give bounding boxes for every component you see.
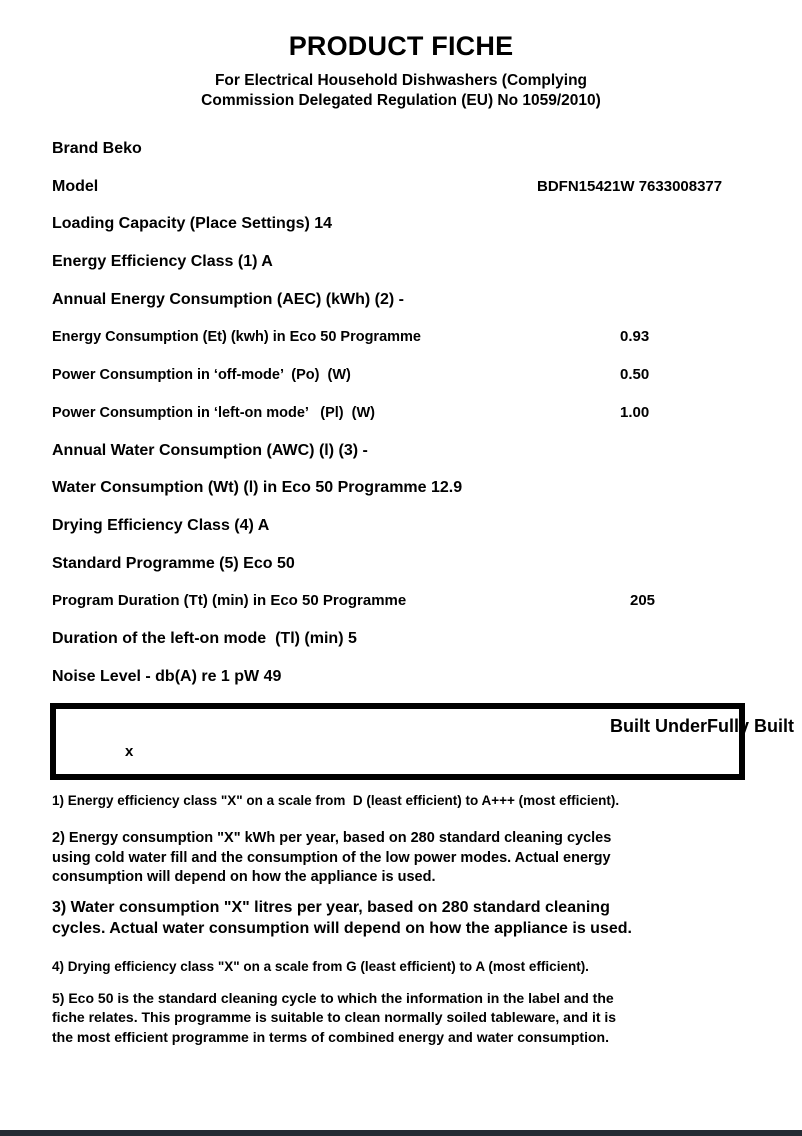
spec-label-standard-programme: Standard Programme (5) Eco 50 xyxy=(52,554,295,572)
spec-label-power-left-on-mode: Power Consumption in ‘left-on mode’ (Pl)… xyxy=(52,404,376,421)
spec-label-program-duration: Program Duration (Tt) (min) in Eco 50 Pr… xyxy=(52,592,407,610)
spec-row-annual-water-consumption: Annual Water Consumption (AWC) (l) (3) - xyxy=(52,442,802,480)
spec-list: Brand Beko Model BDFN15421W 7633008377 L… xyxy=(52,140,802,705)
footnotes-section: 1) Energy efficiency class "X" on a scal… xyxy=(52,791,758,1047)
spec-label-water-consumption-eco50: Water Consumption (Wt) (l) in Eco 50 Pro… xyxy=(52,479,463,497)
spec-row-program-duration: Program Duration (Tt) (min) in Eco 50 Pr… xyxy=(52,592,802,630)
footnote-5: 5) Eco 50 is the standard cleaning cycle… xyxy=(52,989,617,1045)
spec-label-brand: Brand Beko xyxy=(52,140,142,157)
spec-row-standard-programme: Standard Programme (5) Eco 50 xyxy=(52,555,802,593)
spec-label-annual-energy-consumption: Annual Energy Consumption (AEC) (kWh) (2… xyxy=(52,290,404,308)
page-title: PRODUCT FICHE xyxy=(288,31,514,61)
spec-label-annual-water-consumption: Annual Water Consumption (AWC) (l) (3) - xyxy=(52,441,368,459)
spec-value-model: BDFN15421W 7633008377 xyxy=(537,177,723,195)
spec-row-power-left-on-mode: Power Consumption in ‘left-on mode’ (Pl)… xyxy=(52,404,802,442)
spec-row-brand: Brand Beko xyxy=(52,140,802,178)
spec-row-energy-efficiency-class: Energy Efficiency Class (1) A xyxy=(52,253,802,291)
spec-value-program-duration: 205 xyxy=(630,592,656,610)
spec-value-power-left-on-mode: 1.00 xyxy=(620,403,650,421)
spec-row-loading-capacity: Loading Capacity (Place Settings) 14 xyxy=(52,215,802,253)
spec-value-power-off-mode: 0.50 xyxy=(620,366,650,384)
spec-row-noise-level: Noise Level - db(A) re 1 pW 49 xyxy=(52,668,802,706)
spec-row-annual-energy-consumption: Annual Energy Consumption (AEC) (kWh) (2… xyxy=(52,291,802,329)
installation-selection-mark: x xyxy=(125,743,134,760)
spec-label-energy-efficiency-class: Energy Efficiency Class (1) A xyxy=(52,253,273,271)
spec-row-model: Model BDFN15421W 7633008377 xyxy=(52,178,802,216)
spec-row-water-consumption-eco50: Water Consumption (Wt) (l) in Eco 50 Pro… xyxy=(52,479,802,517)
spec-row-energy-consumption-eco50: Energy Consumption (Et) (kwh) in Eco 50 … xyxy=(52,328,802,366)
spec-label-model: Model xyxy=(52,177,99,195)
spec-label-left-on-duration: Duration of the left-on mode (Tl) (min) … xyxy=(52,629,357,647)
spec-label-drying-efficiency-class: Drying Efficiency Class (4) A xyxy=(52,516,270,534)
spec-row-power-off-mode: Power Consumption in ‘off-mode’ (Po) (W)… xyxy=(52,366,802,404)
spec-label-energy-consumption-eco50: Energy Consumption (Et) (kwh) in Eco 50 … xyxy=(52,329,421,346)
footnote-2: 2) Energy consumption "X" kWh per year, … xyxy=(52,830,612,885)
footnote-3: 3) Water consumption "X" litres per year… xyxy=(52,898,632,938)
built-under-fully-built-label: Built UnderFully Built xyxy=(610,716,794,736)
spec-label-noise-level: Noise Level - db(A) re 1 pW 49 xyxy=(52,667,282,685)
installation-type-box xyxy=(50,703,745,780)
spec-label-power-off-mode: Power Consumption in ‘off-mode’ (Po) (W) xyxy=(52,367,351,384)
page-subtitle: For Electrical Household Dishwashers (Co… xyxy=(201,72,601,109)
footnote-1: 1) Energy efficiency class "X" on a scal… xyxy=(52,793,620,808)
footnote-4: 4) Drying efficiency class "X" on a scal… xyxy=(52,958,589,974)
spec-value-energy-consumption-eco50: 0.93 xyxy=(620,328,650,346)
spec-label-loading-capacity: Loading Capacity (Place Settings) 14 xyxy=(52,215,333,233)
spec-row-drying-efficiency-class: Drying Efficiency Class (4) A xyxy=(52,517,802,555)
bottom-bar xyxy=(0,1130,802,1136)
spec-row-left-on-duration: Duration of the left-on mode (Tl) (min) … xyxy=(52,630,802,668)
